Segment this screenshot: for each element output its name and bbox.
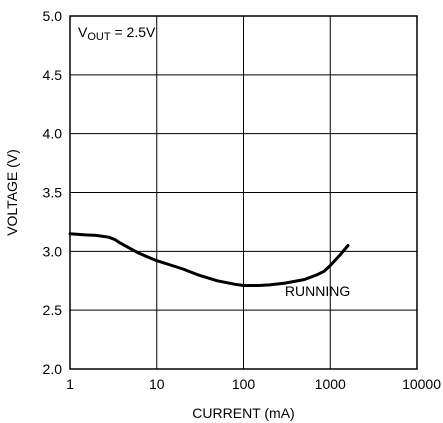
y-tick-label: 2.0 [43,361,63,377]
x-tick-labels: 1 10 100 1000 10000 [66,376,441,392]
y-tick-label: 2.5 [43,302,63,318]
y-tick-labels: 2.0 2.5 3.0 3.5 4.0 4.5 5.0 [43,8,63,377]
x-tick-label: 10 [149,376,165,392]
plot-area [68,232,350,287]
x-tick-label: 1 [66,376,74,392]
series-label-running: RUNNING [285,283,350,299]
vout-annotation: VOUT = 2.5V [78,24,156,43]
x-axis-label: CURRENT (mA) [192,405,294,421]
plot-frame [69,15,418,370]
vout-annotation-subscript: OUT [87,31,111,43]
vout-annotation-v: V [78,24,88,40]
vout-annotation-value: = 2.5V [111,24,156,40]
grid-lines [70,16,417,369]
y-tick-label: 4.0 [43,126,63,142]
y-axis-label: VOLTAGE (V) [4,149,20,236]
y-tick-label: 3.0 [43,243,63,259]
x-tick-label: 100 [232,376,256,392]
series-line-running [68,232,350,287]
x-tick-label: 10000 [402,376,441,392]
x-tick-label: 1000 [315,376,346,392]
y-tick-label: 5.0 [43,8,63,24]
y-tick-label: 3.5 [43,185,63,201]
y-tick-label: 4.5 [43,67,63,83]
